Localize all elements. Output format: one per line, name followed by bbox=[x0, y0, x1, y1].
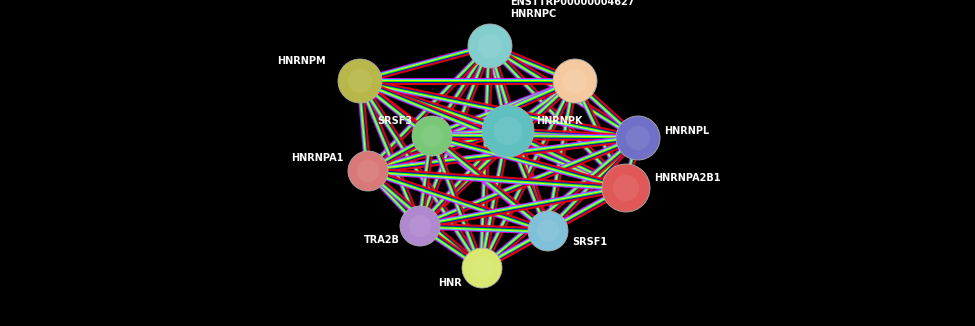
Text: HNRNPA2B1: HNRNPA2B1 bbox=[654, 173, 721, 183]
Circle shape bbox=[553, 59, 597, 103]
Circle shape bbox=[462, 248, 502, 288]
Circle shape bbox=[348, 69, 372, 93]
Text: ENSTTRP00000004627
HNRNPC: ENSTTRP00000004627 HNRNPC bbox=[510, 0, 635, 19]
Circle shape bbox=[412, 116, 452, 156]
Text: HNRNPA1: HNRNPA1 bbox=[292, 153, 344, 163]
Circle shape bbox=[409, 215, 431, 237]
Circle shape bbox=[563, 69, 587, 93]
Circle shape bbox=[338, 59, 382, 103]
Circle shape bbox=[616, 116, 660, 160]
Circle shape bbox=[602, 164, 650, 212]
Circle shape bbox=[613, 175, 640, 201]
Text: TRA2B: TRA2B bbox=[364, 235, 400, 245]
Circle shape bbox=[471, 257, 493, 279]
Circle shape bbox=[478, 34, 502, 58]
Circle shape bbox=[421, 125, 443, 147]
Text: HNRNPL: HNRNPL bbox=[664, 126, 709, 136]
Circle shape bbox=[468, 24, 512, 68]
Text: SRSF1: SRSF1 bbox=[572, 237, 607, 247]
Circle shape bbox=[400, 206, 440, 246]
Text: SRSF3: SRSF3 bbox=[377, 116, 412, 126]
Circle shape bbox=[357, 160, 379, 182]
Circle shape bbox=[528, 211, 568, 251]
Circle shape bbox=[493, 117, 523, 145]
Circle shape bbox=[482, 105, 534, 157]
Circle shape bbox=[348, 151, 388, 191]
Text: HNRNPK: HNRNPK bbox=[536, 116, 582, 126]
Text: HNRNPM: HNRNPM bbox=[277, 56, 326, 66]
Text: HNR: HNR bbox=[438, 278, 462, 288]
Circle shape bbox=[626, 126, 650, 150]
Circle shape bbox=[537, 220, 559, 242]
